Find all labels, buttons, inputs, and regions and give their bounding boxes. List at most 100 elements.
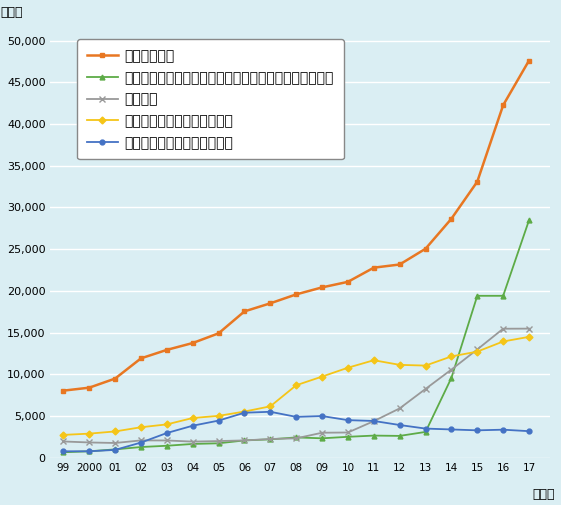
- 合成オピオイド（メタドン）: [112, 447, 118, 453]
- 合成オピオイド（フェンタニルなど。メタドンを除く）: [422, 429, 429, 435]
- ヘロイン: [370, 418, 377, 424]
- 全オピオイド: [319, 284, 325, 290]
- 合成オピオイド（メタドン）: [190, 423, 196, 429]
- ヘロイン: [267, 436, 274, 442]
- ヘロイン: [500, 326, 507, 332]
- 合成オピオイド（メタドン）: [137, 439, 144, 445]
- 合成オピオイド（メタドン）: [60, 448, 67, 454]
- 天然および半合成オピオイド: [163, 421, 170, 427]
- Line: 天然および半合成オピオイド: 天然および半合成オピオイド: [61, 334, 531, 437]
- 全オピオイド: [474, 179, 481, 185]
- 合成オピオイド（フェンタニルなど。メタドンを除く）: [319, 435, 325, 441]
- 天然および半合成オピオイド: [137, 424, 144, 430]
- Line: 合成オピオイド（メタドン）: 合成オピオイド（メタドン）: [61, 410, 531, 453]
- 全オピオイド: [241, 309, 248, 315]
- 全オピオイド: [526, 58, 532, 64]
- 合成オピオイド（メタドン）: [448, 426, 455, 432]
- 天然および半合成オピオイド: [190, 415, 196, 421]
- 合成オピオイド（フェンタニルなど。メタドンを除く）: [190, 441, 196, 447]
- 天然および半合成オピオイド: [293, 382, 300, 388]
- Text: （年）: （年）: [532, 488, 555, 501]
- 合成オピオイド（メタドン）: [163, 430, 170, 436]
- 天然および半合成オピオイド: [60, 432, 67, 438]
- 天然および半合成オピオイド: [500, 338, 507, 344]
- 合成オピオイド（フェンタニルなど。メタドンを除く）: [500, 293, 507, 299]
- 全オピオイド: [215, 330, 222, 336]
- 全オピオイド: [448, 216, 455, 222]
- 合成オピオイド（フェンタニルなど。メタドンを除く）: [396, 433, 403, 439]
- 全オピオイド: [422, 246, 429, 252]
- 天然および半合成オピオイド: [112, 428, 118, 434]
- 合成オピオイド（フェンタニルなど。メタドンを除く）: [60, 449, 67, 456]
- 天然および半合成オピオイド: [319, 374, 325, 380]
- 全オピオイド: [86, 385, 93, 391]
- 全オピオイド: [190, 340, 196, 346]
- 合成オピオイド（メタドン）: [422, 426, 429, 432]
- 合成オピオイド（メタドン）: [215, 418, 222, 424]
- 合成オピオイド（フェンタニルなど。メタドンを除く）: [241, 437, 248, 443]
- 合成オピオイド（メタドン）: [500, 427, 507, 433]
- 全オピオイド: [60, 388, 67, 394]
- 合成オピオイド（フェンタニルなど。メタドンを除く）: [370, 433, 377, 439]
- 天然および半合成オピオイド: [396, 362, 403, 368]
- 合成オピオイド（メタドン）: [267, 409, 274, 415]
- ヘロイン: [241, 437, 248, 443]
- 合成オピオイド（フェンタニルなど。メタドンを除く）: [137, 444, 144, 450]
- 合成オピオイド（メタドン）: [319, 413, 325, 419]
- 合成オピオイド（メタドン）: [86, 448, 93, 454]
- 天然および半合成オピオイド: [241, 409, 248, 415]
- 合成オピオイド（フェンタニルなど。メタドンを除く）: [86, 448, 93, 454]
- ヘロイン: [293, 435, 300, 441]
- 合成オピオイド（メタドン）: [344, 417, 351, 423]
- 天然および半合成オピオイド: [370, 357, 377, 363]
- 合成オピオイド（フェンタニルなど。メタドンを除く）: [112, 446, 118, 452]
- ヘロイン: [163, 437, 170, 443]
- 天然および半合成オピオイド: [422, 363, 429, 369]
- ヘロイン: [526, 326, 532, 332]
- ヘロイン: [474, 346, 481, 352]
- ヘロイン: [112, 440, 118, 446]
- Line: 全オピオイド: 全オピオイド: [61, 58, 531, 393]
- 全オピオイド: [137, 356, 144, 362]
- 天然および半合成オピオイド: [448, 354, 455, 360]
- Line: 合成オピオイド（フェンタニルなど。メタドンを除く）: 合成オピオイド（フェンタニルなど。メタドンを除く）: [61, 218, 531, 454]
- 全オピオイド: [344, 279, 351, 285]
- 全オピオイド: [500, 102, 507, 108]
- 合成オピオイド（フェンタニルなど。メタドンを除く）: [215, 440, 222, 446]
- 天然および半合成オピオイド: [526, 334, 532, 340]
- 合成オピオイド（メタドン）: [474, 427, 481, 433]
- 天然および半合成オピオイド: [215, 413, 222, 419]
- 合成オピオイド（メタドン）: [370, 418, 377, 424]
- ヘロイン: [190, 438, 196, 444]
- 全オピオイド: [370, 265, 377, 271]
- 合成オピオイド（メタドン）: [293, 414, 300, 420]
- Line: ヘロイン: ヘロイン: [60, 326, 532, 446]
- 全オピオイド: [112, 376, 118, 382]
- 全オピオイド: [163, 347, 170, 353]
- ヘロイン: [215, 438, 222, 444]
- Text: （人）: （人）: [1, 7, 23, 20]
- ヘロイン: [422, 386, 429, 392]
- 合成オピオイド（フェンタニルなど。メタドンを除く）: [163, 443, 170, 449]
- 合成オピオイド（フェンタニルなど。メタドンを除く）: [526, 217, 532, 223]
- 合成オピオイド（フェンタニルなど。メタドンを除く）: [448, 375, 455, 381]
- 全オピオイド: [267, 300, 274, 307]
- ヘロイン: [319, 430, 325, 436]
- ヘロイン: [448, 367, 455, 373]
- 天然および半合成オピオイド: [344, 365, 351, 371]
- 全オピオイド: [293, 291, 300, 297]
- ヘロイン: [344, 429, 351, 435]
- 合成オピオイド（フェンタニルなど。メタドンを除く）: [474, 293, 481, 299]
- 全オピオイド: [396, 262, 403, 268]
- 合成オピオイド（フェンタニルなど。メタドンを除く）: [293, 434, 300, 440]
- 合成オピオイド（メタドン）: [526, 428, 532, 434]
- 合成オピオイド（メタドン）: [396, 422, 403, 428]
- ヘロイン: [60, 438, 67, 444]
- ヘロイン: [86, 439, 93, 445]
- 合成オピオイド（フェンタニルなど。メタドンを除く）: [344, 434, 351, 440]
- 合成オピオイド（フェンタニルなど。メタドンを除く）: [267, 436, 274, 442]
- 天然および半合成オピオイド: [474, 348, 481, 355]
- Legend: 全オピオイド, 合成オピオイド（フェンタニルなど。メタドンを除く）, ヘロイン, 天然および半合成オピオイド, 合成オピオイド（メタドン）: 全オピオイド, 合成オピオイド（フェンタニルなど。メタドンを除く）, ヘロイン,…: [77, 39, 344, 160]
- 合成オピオイド（メタドン）: [241, 410, 248, 416]
- ヘロイン: [396, 406, 403, 412]
